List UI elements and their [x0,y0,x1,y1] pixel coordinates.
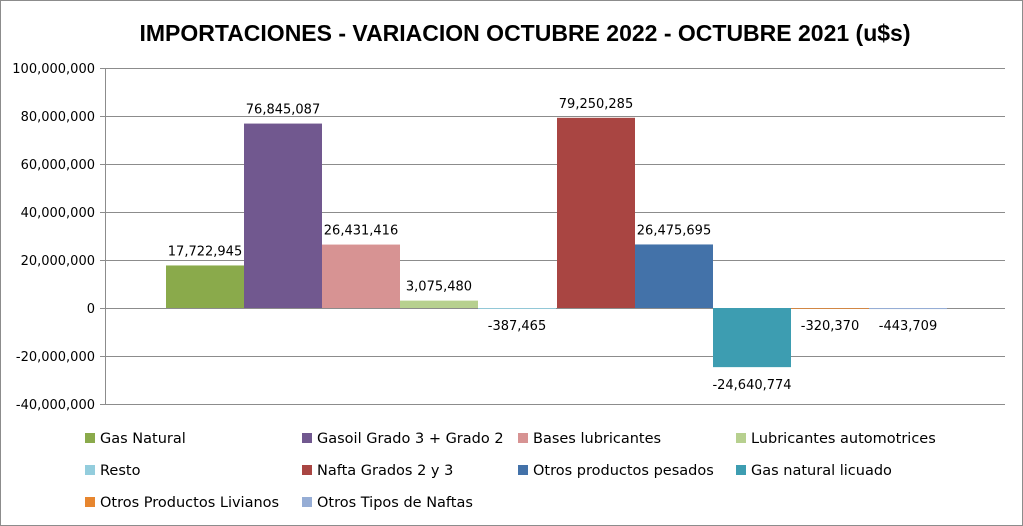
y-tick-label: 60,000,000 [21,158,95,173]
bar-1 [166,265,244,308]
y-tick-label: 100,000,000 [12,62,95,77]
bar-5 [478,308,556,309]
legend-swatch [736,433,746,443]
legend-label: Otros Productos Livianos [100,495,279,511]
data-label: -320,370 [801,319,859,334]
legend-swatch [302,433,312,443]
legend-label: Bases lubricantes [533,431,661,447]
legend-label: Gas natural licuado [751,463,892,479]
data-label: 76,845,087 [246,103,320,118]
legend-label: Otros productos pesados [533,463,714,479]
legend-swatch [518,465,528,475]
bar-2 [244,123,322,308]
data-label: -387,465 [488,319,546,334]
data-label: 17,722,945 [168,244,242,259]
bars [166,117,947,368]
legend-swatch [85,433,95,443]
legend-swatch [85,497,95,507]
legend-label: Lubricantes automotrices [751,431,936,447]
bar-9 [791,308,869,309]
legend-swatch [736,465,746,475]
chart-title: IMPORTACIONES - VARIACION OCTUBRE 2022 -… [139,20,910,46]
legend-label: Resto [100,463,141,479]
data-labels: 17,722,945 76,845,087 26,431,416 3,075,480 -… [168,97,937,393]
data-label: 26,431,416 [324,224,398,239]
legend: Gas Natural Gasoil Grado 3 + Grado 2 Bases… [85,431,936,511]
legend-swatch [302,465,312,475]
data-label: -24,640,774 [712,378,791,393]
bar-3 [322,244,400,308]
y-tick-label: -40,000,000 [16,398,95,413]
legend-label: Gas Natural [100,431,186,447]
bar-10 [869,308,947,310]
bar-7 [635,244,713,308]
y-axis: 100,000,000 80,000,000 60,000,000 40,000,00… [12,62,106,413]
legend-label: Otros Tipos de Naftas [317,495,473,511]
y-tick-label: 40,000,000 [21,206,95,221]
bar-6 [557,117,635,308]
gridlines [105,68,1005,405]
data-label: 79,250,285 [559,97,633,112]
legend-swatch [518,433,528,443]
y-tick-label: 80,000,000 [21,110,95,125]
legend-swatch [302,497,312,507]
y-tick-label: 0 [87,302,95,317]
data-label: -443,709 [879,319,937,334]
data-label: 3,075,480 [406,280,472,295]
legend-swatch [85,465,95,475]
y-tick-label: 20,000,000 [21,254,95,269]
bar-4 [400,300,478,308]
legend-label: Gasoil Grado 3 + Grado 2 [317,431,504,447]
bar-8 [713,308,791,368]
legend-label: Nafta Grados 2 y 3 [317,463,453,479]
data-label: 26,475,695 [637,223,711,238]
y-tick-label: -20,000,000 [16,350,95,365]
